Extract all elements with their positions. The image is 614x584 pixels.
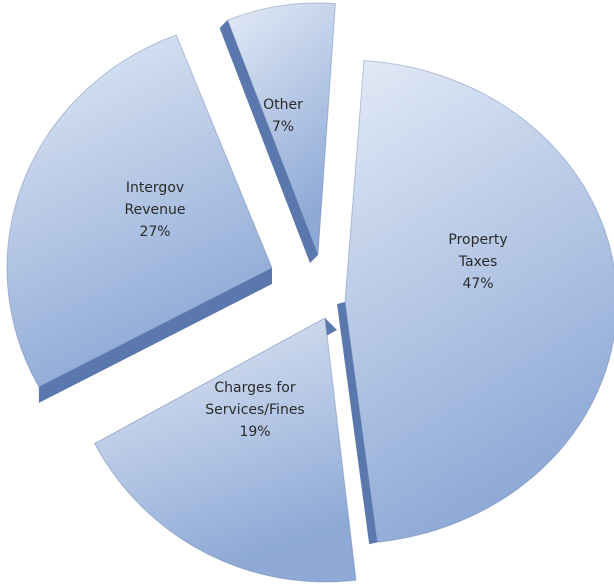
pie-slice-side xyxy=(219,20,318,264)
pie-slice-face xyxy=(93,317,357,583)
slice-name-label: Intergov xyxy=(126,180,184,196)
pie-slice-1 xyxy=(337,60,614,545)
slice-name-label: Property xyxy=(448,232,507,248)
slice-name-label: Charges for xyxy=(214,380,295,396)
slice-percent-label: 47% xyxy=(462,276,493,292)
slices-layer xyxy=(6,2,614,583)
slice-name-label: Services/Fines xyxy=(205,402,304,418)
pie-slice-4 xyxy=(219,2,336,264)
slice-percent-label: 19% xyxy=(239,424,270,440)
slice-name-label: Other xyxy=(263,97,303,113)
labels-layer: Property Taxes 47% Charges for Services/Fine… xyxy=(125,97,508,440)
pie-slice-face xyxy=(344,60,614,543)
pie-slice-side xyxy=(38,268,272,403)
pie-slice-side xyxy=(337,302,378,545)
pie-slice-face xyxy=(6,34,273,388)
pie-slice-face xyxy=(226,2,336,256)
slice-percent-label: 7% xyxy=(272,119,294,135)
slice-percent-label: 27% xyxy=(139,224,170,240)
slice-name-label: Revenue xyxy=(125,202,186,218)
pie-slice-2 xyxy=(93,317,357,583)
pie-slice-3 xyxy=(6,34,273,403)
slice-name-label: Taxes xyxy=(458,254,498,270)
